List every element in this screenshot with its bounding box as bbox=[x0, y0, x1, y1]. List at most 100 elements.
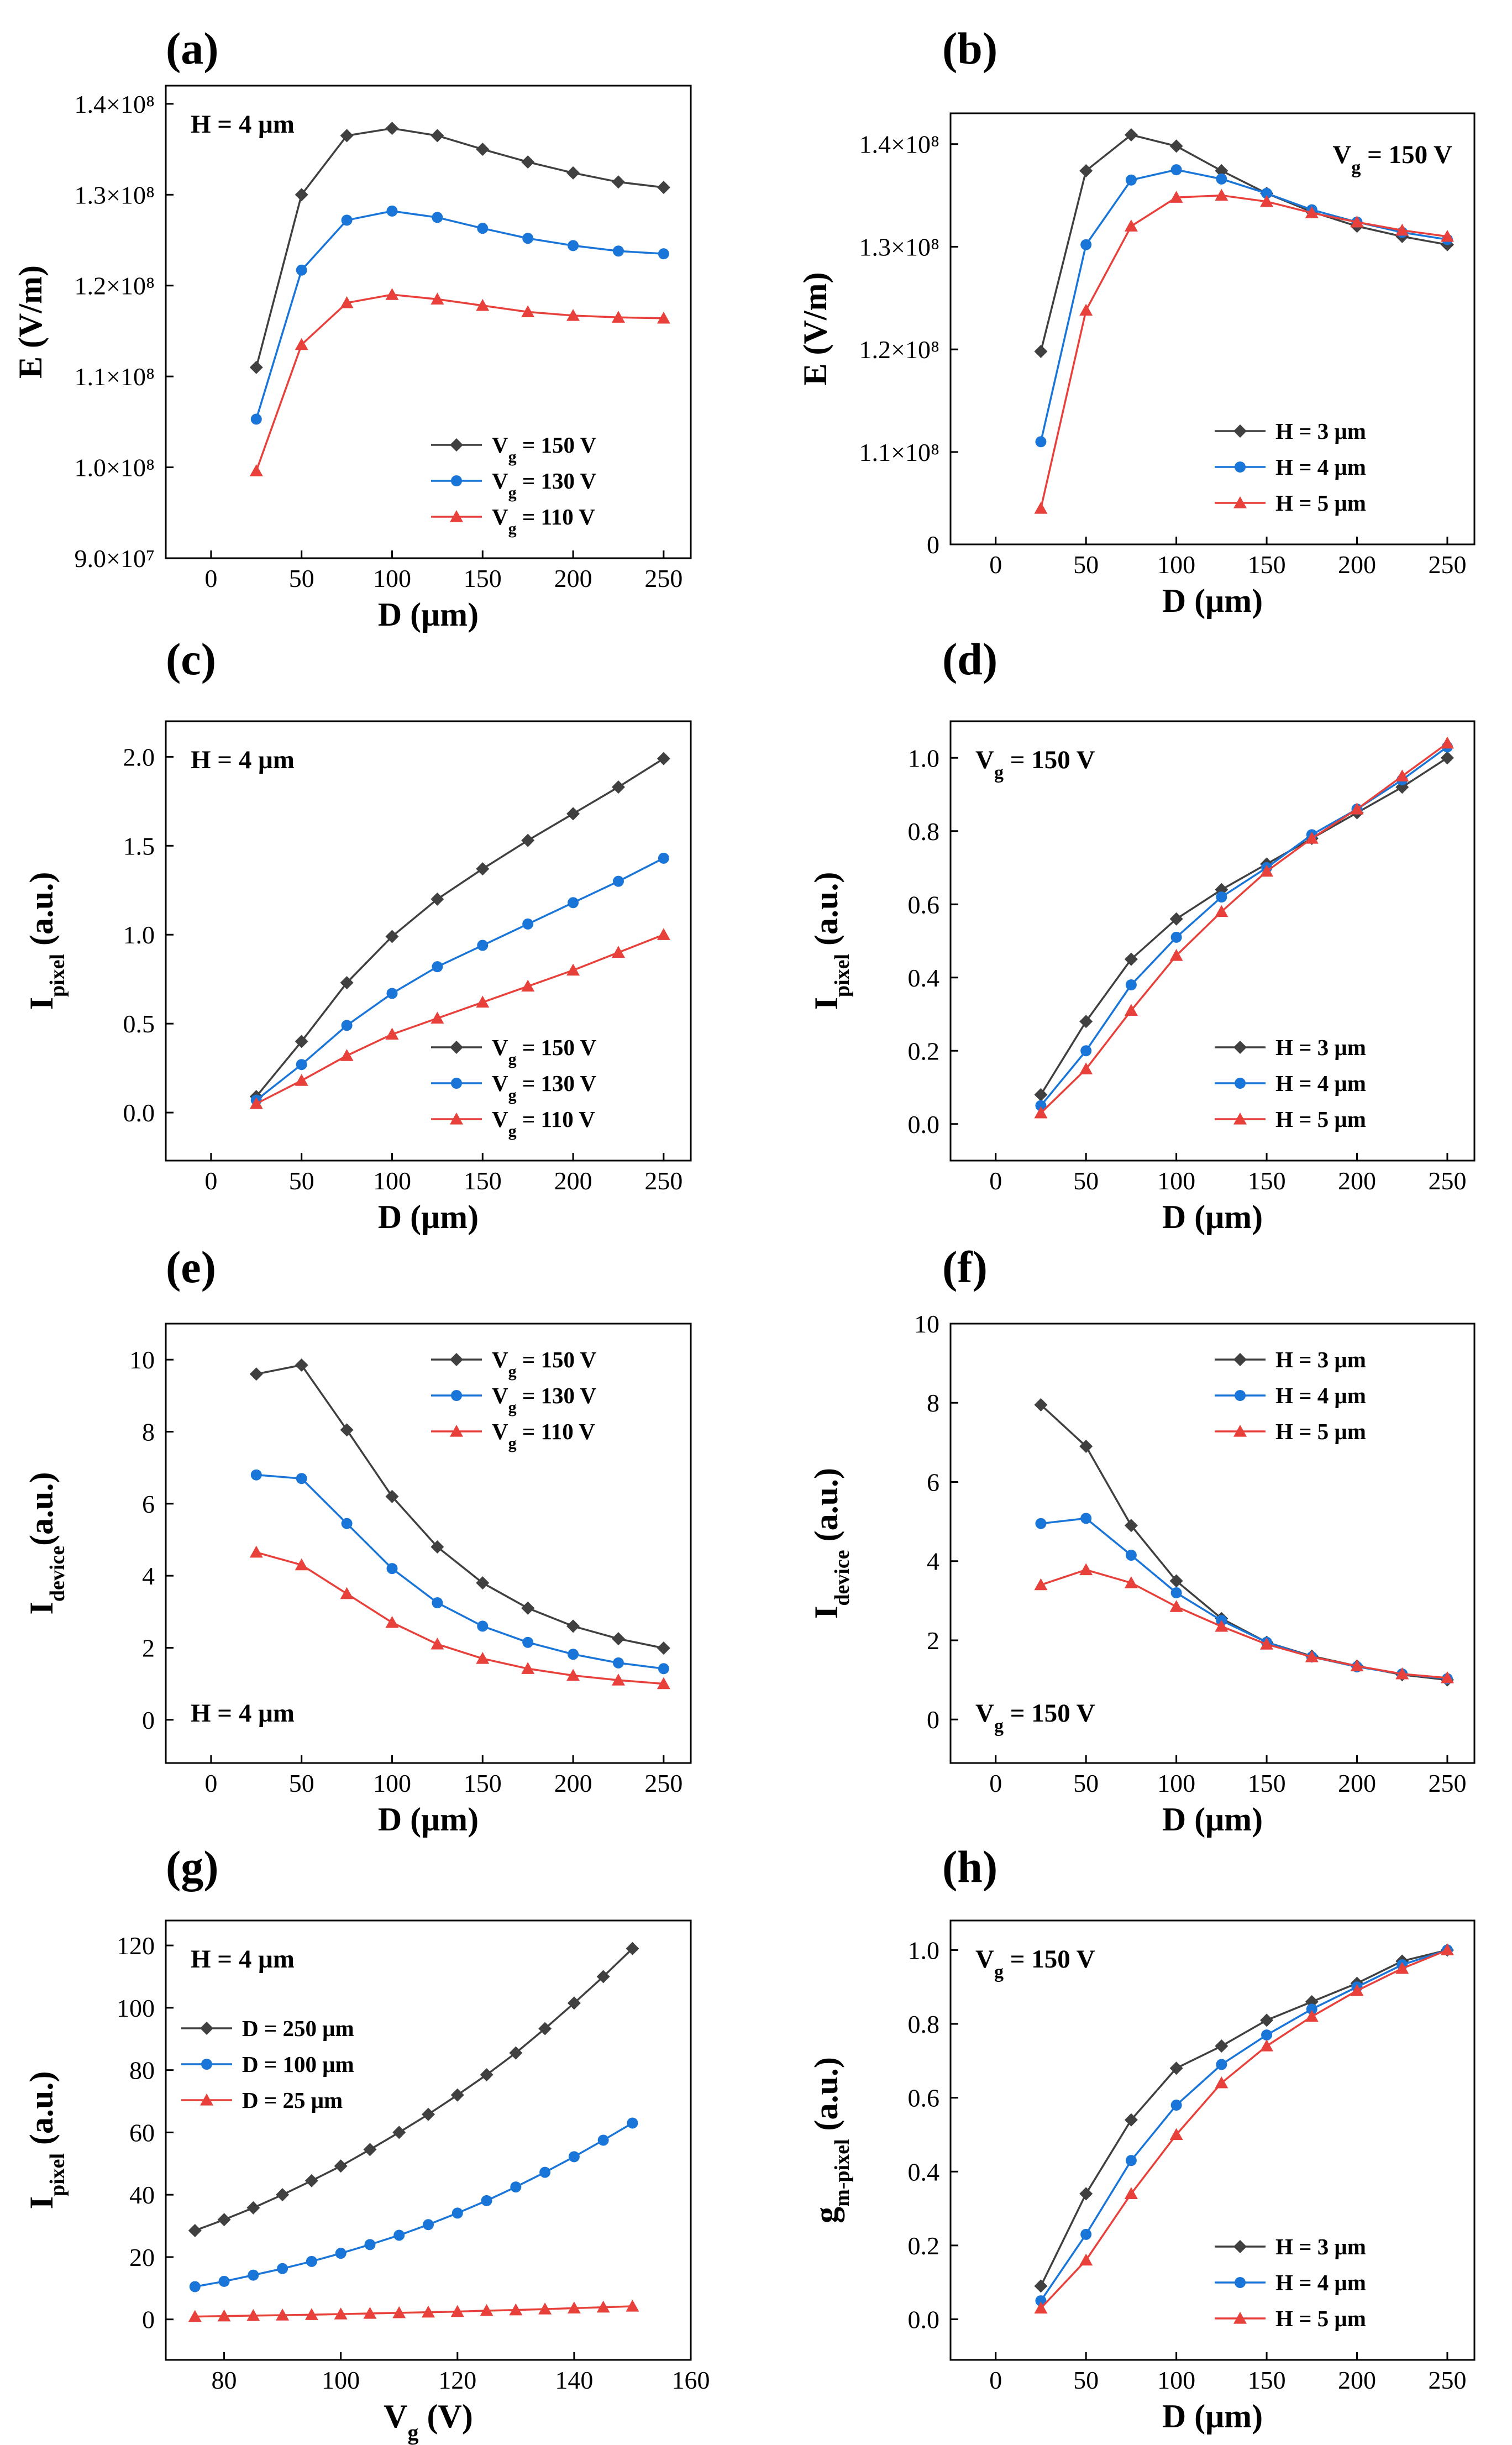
data-point bbox=[392, 2126, 406, 2139]
data-point bbox=[1080, 1513, 1092, 1524]
data-point bbox=[1034, 1578, 1048, 1591]
data-point bbox=[340, 296, 354, 308]
data-point bbox=[1034, 502, 1048, 514]
data-point bbox=[1261, 187, 1273, 199]
data-point bbox=[1079, 1062, 1093, 1074]
data-point bbox=[596, 1970, 610, 1984]
data-point bbox=[1169, 2061, 1183, 2075]
x-tick-label: 200 bbox=[1338, 1167, 1376, 1195]
data-point bbox=[657, 1641, 670, 1655]
legend-label: H = 5 μm bbox=[1275, 1419, 1366, 1444]
panel-label: (b) bbox=[942, 23, 998, 74]
data-point bbox=[305, 2308, 318, 2320]
data-point bbox=[1034, 344, 1048, 358]
legend-marker bbox=[1235, 1078, 1246, 1089]
data-point bbox=[1169, 949, 1183, 961]
y-tick-label: 6 bbox=[142, 1490, 155, 1518]
data-point bbox=[522, 918, 534, 930]
x-tick-label: 120 bbox=[438, 2366, 476, 2394]
data-point bbox=[188, 2310, 202, 2322]
y-axis-title: Idevice (a.u.) bbox=[808, 1468, 854, 1619]
y-tick-label: 1.4×10⁸ bbox=[859, 130, 939, 159]
panel-h: (h) 0 50 100 150 200 250 0.0 0.2 0.4 0.6 0.8 1.0 D (μ… bbox=[808, 1841, 1476, 2434]
data-point bbox=[249, 464, 263, 476]
data-point bbox=[249, 1545, 263, 1558]
y-tick-label: 10 bbox=[914, 1310, 939, 1338]
data-point bbox=[385, 1615, 399, 1628]
data-point bbox=[538, 2022, 552, 2035]
legend-entry: Vg = 150 V bbox=[431, 432, 596, 466]
series-1 bbox=[1035, 741, 1453, 1111]
series-0 bbox=[249, 752, 670, 1104]
x-axis-title: Vg (V) bbox=[384, 2398, 473, 2445]
data-point bbox=[295, 338, 308, 350]
series-0 bbox=[188, 1942, 639, 2238]
legend-marker bbox=[450, 438, 463, 452]
legend-label: Vg = 130 V bbox=[492, 468, 596, 502]
data-point bbox=[217, 2309, 231, 2322]
data-point bbox=[567, 1996, 581, 2010]
x-tick-label: 100 bbox=[373, 1769, 411, 1797]
data-point bbox=[1215, 164, 1229, 177]
data-point bbox=[1124, 1576, 1138, 1588]
data-point bbox=[1170, 1587, 1182, 1599]
x-tick-label: 150 bbox=[1248, 550, 1286, 579]
data-point bbox=[305, 2174, 318, 2187]
data-point bbox=[1395, 769, 1409, 781]
y-tick-label: 0.6 bbox=[908, 890, 940, 919]
legend: H = 3 μm H = 4 μm H = 5 μm bbox=[1215, 2234, 1366, 2331]
x-tick-label: 50 bbox=[1073, 550, 1099, 579]
panel-label: (g) bbox=[166, 1841, 219, 1892]
data-point bbox=[1079, 303, 1093, 316]
x-tick-label: 100 bbox=[322, 2366, 360, 2394]
legend-label: H = 3 μm bbox=[1275, 1347, 1366, 1372]
data-point bbox=[296, 264, 307, 276]
x-tick-label: 100 bbox=[1157, 1167, 1195, 1195]
data-point bbox=[385, 930, 399, 943]
data-point bbox=[392, 2306, 406, 2318]
data-point bbox=[566, 1669, 580, 1681]
data-point bbox=[568, 1649, 579, 1660]
data-point bbox=[612, 245, 624, 257]
legend-entry: H = 4 μm bbox=[1215, 2270, 1366, 2295]
series-line bbox=[1040, 757, 1448, 1095]
y-tick-label: 1.0 bbox=[908, 744, 940, 772]
series-2 bbox=[1034, 736, 1454, 1119]
legend-label: H = 3 μm bbox=[1275, 1035, 1366, 1060]
data-point bbox=[431, 1540, 444, 1554]
data-point bbox=[521, 1601, 535, 1615]
series-2 bbox=[249, 1545, 670, 1690]
data-point bbox=[521, 155, 535, 169]
legend-marker bbox=[1235, 2277, 1246, 2288]
data-point bbox=[1216, 173, 1227, 185]
data-point bbox=[1034, 1106, 1048, 1119]
series-1 bbox=[1035, 1944, 1453, 2307]
y-tick-label: 4 bbox=[142, 1562, 155, 1590]
x-tick-label: 50 bbox=[289, 564, 314, 592]
series-1 bbox=[250, 205, 669, 425]
data-point bbox=[431, 129, 444, 143]
data-point bbox=[334, 2159, 348, 2173]
data-point bbox=[363, 2306, 377, 2319]
series-1 bbox=[1035, 1513, 1453, 1685]
data-point bbox=[1350, 1984, 1364, 1996]
y-axis-title: Ipixel (a.u.) bbox=[23, 872, 69, 1010]
x-tick-label: 0 bbox=[204, 564, 217, 592]
legend: H = 3 μm H = 4 μm H = 5 μm bbox=[1215, 1347, 1366, 1444]
y-axis-title: Ipixel (a.u.) bbox=[808, 872, 854, 1010]
data-point bbox=[1440, 751, 1454, 765]
legend-label: H = 3 μm bbox=[1275, 2234, 1366, 2259]
legend-label: D = 250 μm bbox=[242, 2016, 354, 2041]
data-point bbox=[1215, 905, 1229, 917]
series-1 bbox=[189, 2117, 638, 2292]
data-point bbox=[568, 897, 579, 909]
x-tick-label: 100 bbox=[1157, 1769, 1195, 1797]
legend-label: H = 4 μm bbox=[1275, 2270, 1366, 2295]
legend-marker bbox=[450, 510, 463, 522]
y-tick-label: 40 bbox=[129, 2181, 155, 2209]
data-point bbox=[1124, 2187, 1138, 2199]
series-1 bbox=[1035, 164, 1453, 448]
data-point bbox=[476, 1652, 490, 1664]
legend-entry: Vg = 110 V bbox=[431, 1419, 595, 1452]
